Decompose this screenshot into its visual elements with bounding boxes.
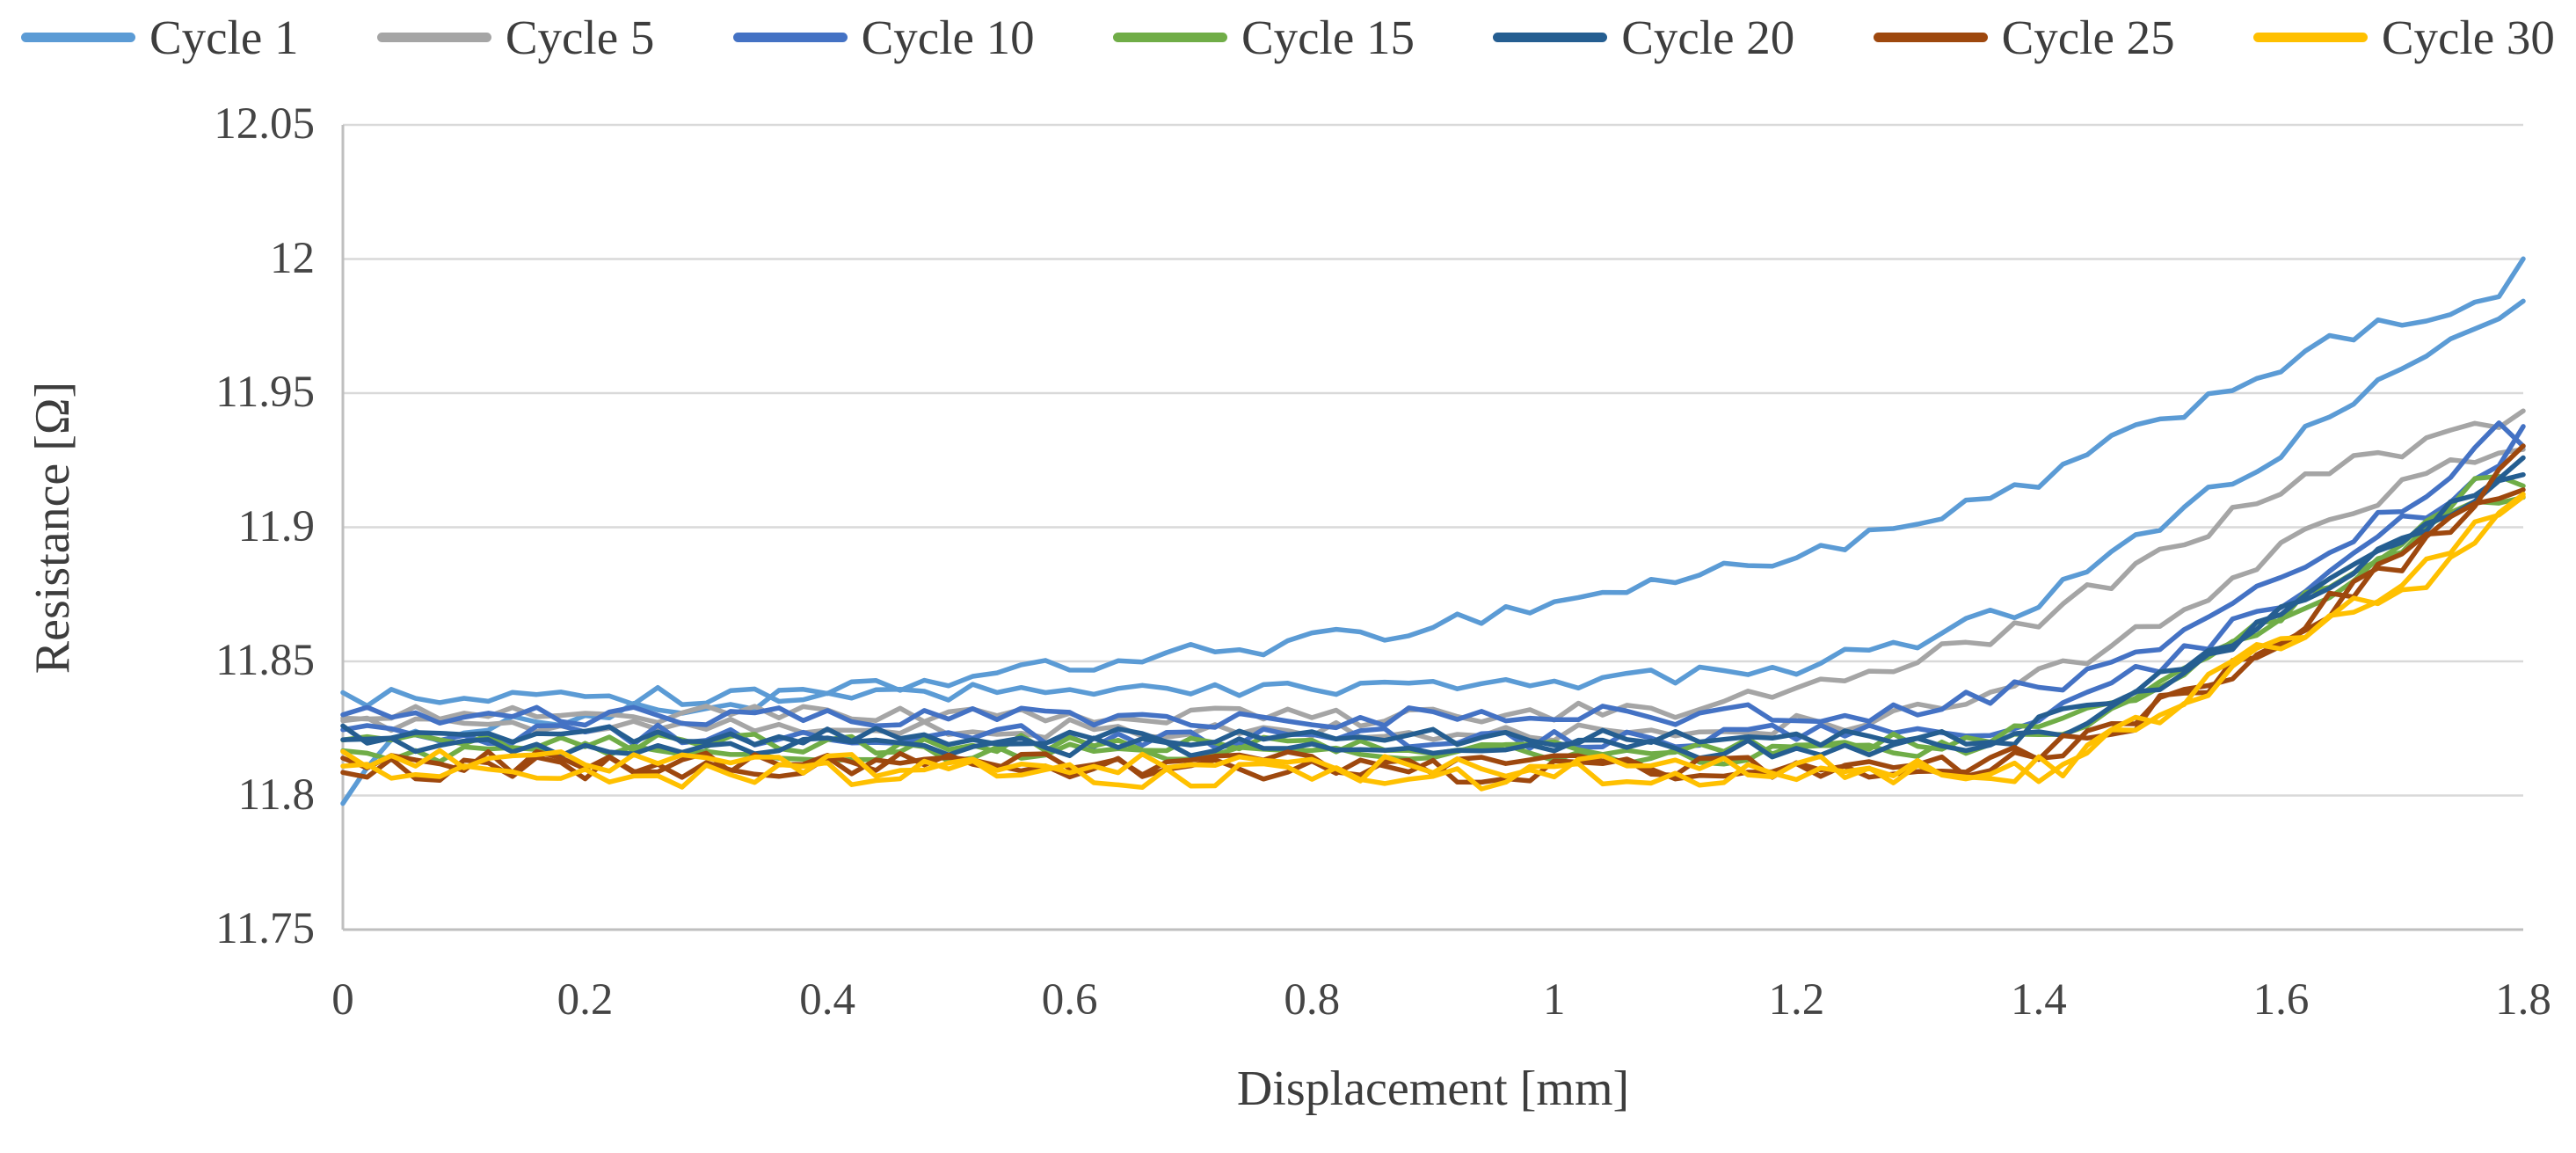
- series-line-cycle-5-branch-b: [340, 447, 2526, 743]
- y-tick-11.85: 11.85: [215, 636, 315, 685]
- x-tick-0.8: 0.8: [1284, 975, 1341, 1025]
- x-tick-0.4: 0.4: [799, 975, 855, 1025]
- legend-item-cycle-5: Cycle 5: [376, 10, 655, 64]
- legend-line-swatch: [1493, 32, 1608, 42]
- legend-label: Cycle 25: [2001, 10, 2175, 64]
- y-tick-12: 12: [270, 233, 315, 283]
- legend-item-cycle-30: Cycle 30: [2252, 10, 2555, 64]
- y-tick-11.9: 11.9: [237, 501, 315, 551]
- series-line-cycle-10-branch-a: [340, 420, 2526, 731]
- x-tick-1.2: 1.2: [1768, 975, 1825, 1025]
- legend: Cycle 1 Cycle 5 Cycle 10 Cycle 15 Cycle 20 Cy…: [21, 9, 2555, 65]
- legend-item-cycle-1: Cycle 1: [21, 13, 299, 62]
- x-tick-1: 1: [1543, 975, 1566, 1025]
- legend-line-swatch: [732, 32, 848, 42]
- y-tick-11.8: 11.8: [237, 770, 315, 820]
- legend-line-swatch: [1112, 32, 1227, 42]
- y-tick-12.05: 12.05: [214, 99, 315, 149]
- series-line-cycle-1-branch-b: [340, 298, 2526, 709]
- x-tick-1.8: 1.8: [2495, 975, 2551, 1025]
- legend-label: Cycle 5: [505, 10, 655, 64]
- series-line-cycle-20-branch-b: [340, 471, 2526, 761]
- series-line-cycle-30-branch-a: [340, 492, 2526, 784]
- legend-label: Cycle 1: [149, 10, 299, 64]
- series-line-cycle-5-branch-a: [340, 408, 2526, 729]
- y-axis-title: Resistance [Ω]: [25, 381, 80, 675]
- legend-line-swatch: [376, 32, 491, 42]
- x-tick-1.6: 1.6: [2252, 975, 2310, 1025]
- x-tick-0.2: 0.2: [557, 975, 614, 1025]
- y-tick-11.75: 11.75: [215, 904, 315, 953]
- legend-label: Cycle 15: [1241, 10, 1415, 64]
- series-line-cycle-30-branch-b: [340, 493, 2526, 792]
- legend-item-cycle-10: Cycle 10: [732, 10, 1035, 64]
- series-line-cycle-20-branch-a: [340, 455, 2526, 748]
- series-line-cycle-25-branch-b: [340, 487, 2526, 785]
- legend-item-cycle-20: Cycle 20: [1493, 13, 1794, 62]
- legend-label: Cycle 10: [861, 10, 1035, 64]
- y-tick-11.95: 11.95: [215, 368, 315, 417]
- x-axis-title: Displacement [mm]: [1236, 1062, 1630, 1116]
- legend-item-cycle-15: Cycle 15: [1112, 10, 1415, 64]
- legend-line-swatch: [21, 32, 135, 42]
- x-tick-1.4: 1.4: [2011, 975, 2067, 1025]
- legend-item-cycle-25: Cycle 25: [1873, 10, 2175, 64]
- x-tick-0.6: 0.6: [1041, 975, 1098, 1025]
- x-tick-0: 0: [331, 975, 354, 1025]
- legend-line-swatch: [1873, 32, 1988, 42]
- legend-line-swatch: [2252, 32, 2368, 42]
- legend-label: Cycle 20: [1621, 10, 1795, 64]
- legend-label: Cycle 30: [2381, 10, 2555, 64]
